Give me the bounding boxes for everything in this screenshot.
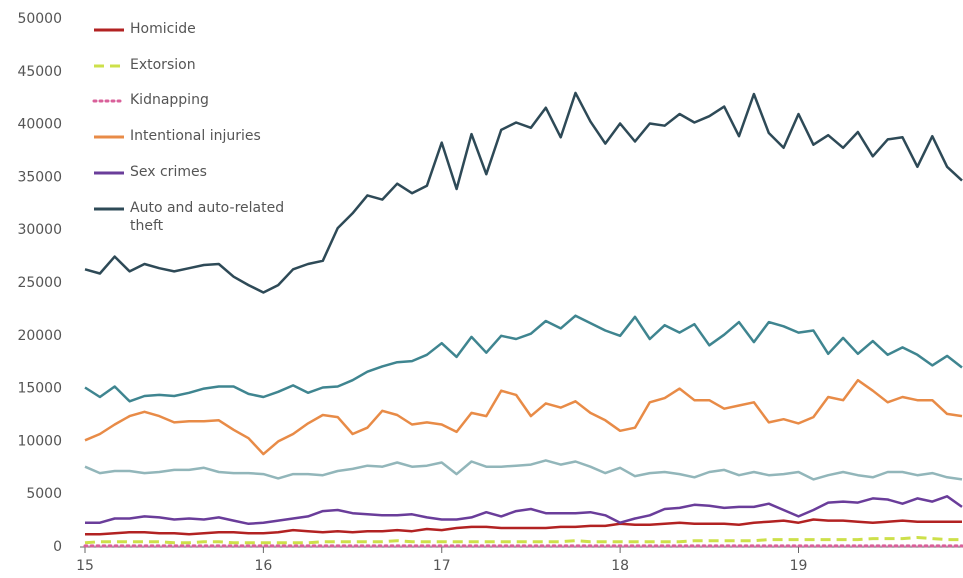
series-line	[85, 495, 963, 526]
legend-item: Intentional injuries	[130, 128, 261, 144]
legend-label: Intentional injuries	[130, 128, 261, 144]
legend-item: Sex crimes	[130, 164, 207, 180]
series-line	[85, 518, 962, 536]
y-tick-label: 0	[53, 539, 62, 555]
y-tick-label: 30000	[17, 222, 62, 238]
x-tick-label: 15	[76, 558, 94, 574]
y-tick-label: 25000	[17, 275, 62, 291]
series-line	[84, 378, 963, 456]
y-tick-label: 50000	[17, 11, 62, 27]
y-tick-label: 20000	[17, 328, 62, 344]
y-tick-label: 10000	[17, 433, 62, 449]
legend-label: Homicide	[130, 21, 196, 37]
y-tick-label: 45000	[17, 64, 62, 80]
y-tick-label: 40000	[17, 117, 62, 133]
y-tick-label: 35000	[17, 169, 62, 185]
series-line	[84, 459, 963, 481]
series-line	[84, 536, 962, 545]
x-tick-label: 16	[254, 558, 272, 574]
legend-label: Sex crimes	[130, 164, 207, 180]
x-tick-label: 19	[790, 558, 808, 574]
legend-label: Kidnapping	[130, 92, 209, 108]
legend-item: Extorsion	[130, 57, 196, 73]
series-line	[84, 91, 963, 294]
legend-item: Auto and auto-related theft	[130, 200, 285, 234]
legend-item: Kidnapping	[130, 92, 209, 108]
series-line	[84, 314, 963, 403]
y-tick-label: 15000	[17, 381, 62, 397]
legend-label: Auto and auto-related theft	[130, 200, 285, 234]
y-tick-label: 5000	[26, 486, 62, 502]
x-tick-label: 17	[433, 558, 451, 574]
legend-item: Homicide	[130, 21, 196, 37]
x-tick-label: 18	[611, 558, 629, 574]
legend-label: Extorsion	[130, 57, 196, 73]
